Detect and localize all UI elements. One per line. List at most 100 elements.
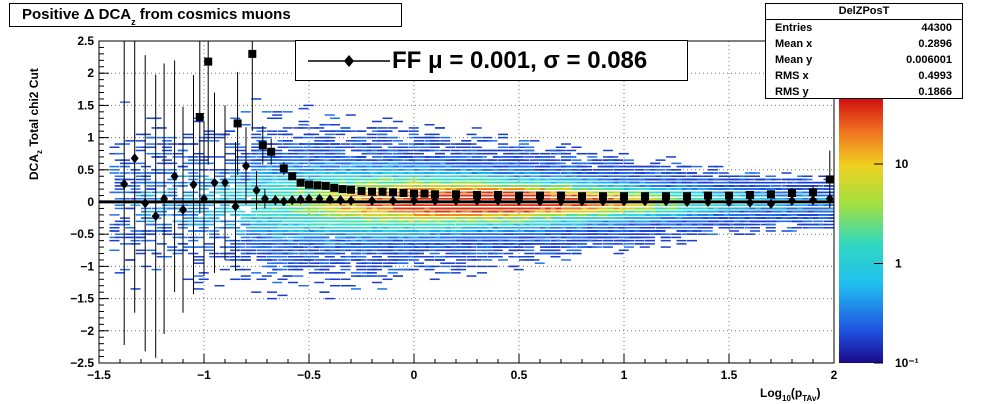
heatmap-cell bbox=[240, 217, 251, 219]
heatmap-cell bbox=[414, 243, 424, 245]
heatmap-cell bbox=[414, 255, 424, 258]
heatmap-cell bbox=[361, 239, 372, 242]
heatmap-cell bbox=[146, 181, 157, 184]
heatmap-cell bbox=[440, 140, 451, 142]
heatmap-cell bbox=[109, 214, 120, 216]
heatmap-cell bbox=[435, 217, 445, 219]
heatmap-cell bbox=[246, 165, 256, 168]
heatmap-cell bbox=[256, 210, 267, 213]
heatmap-cell bbox=[261, 175, 272, 177]
heatmap-cell bbox=[366, 252, 377, 255]
heatmap-cell bbox=[282, 265, 293, 268]
heatmap-cell bbox=[204, 249, 214, 252]
heatmap-cell bbox=[135, 230, 146, 232]
heatmap-cell bbox=[372, 120, 382, 123]
heatmap-cell bbox=[156, 223, 167, 226]
heatmap-cell bbox=[398, 220, 409, 223]
heatmap-cell bbox=[261, 214, 272, 216]
heatmap-cell bbox=[167, 172, 178, 174]
heatmap-cell bbox=[120, 101, 130, 103]
heatmap-cell bbox=[135, 249, 146, 252]
heatmap-cell bbox=[377, 259, 388, 261]
heatmap-cell bbox=[382, 223, 393, 226]
heatmap-cell bbox=[261, 223, 272, 226]
heatmap-cell bbox=[345, 130, 356, 132]
heatmap-cell bbox=[240, 255, 251, 258]
heatmap-cell bbox=[114, 272, 125, 274]
heatmap-cell bbox=[146, 172, 157, 174]
heatmap-cell bbox=[282, 210, 293, 213]
heatmap-cell bbox=[393, 255, 403, 258]
heatmap-cell bbox=[361, 223, 372, 226]
heatmap-cell bbox=[303, 207, 314, 210]
heatmap-cell bbox=[324, 178, 335, 181]
heatmap-cell bbox=[298, 204, 309, 206]
heatmap-cell bbox=[393, 204, 403, 206]
heatmap-cell bbox=[288, 223, 298, 226]
heatmap-cell bbox=[366, 243, 377, 245]
heatmap-cell bbox=[429, 175, 440, 177]
heatmap-cell bbox=[303, 227, 314, 229]
heatmap-cell bbox=[424, 214, 435, 216]
heatmap-cell bbox=[319, 198, 330, 200]
heatmap-cell bbox=[214, 156, 225, 158]
heatmap-cell bbox=[356, 265, 367, 268]
heatmap-cell bbox=[408, 172, 419, 174]
heatmap-cell bbox=[288, 265, 298, 268]
heatmap-cell bbox=[351, 175, 361, 177]
heatmap-cell bbox=[330, 152, 340, 155]
heatmap-cell bbox=[261, 149, 272, 152]
heatmap-cell bbox=[377, 152, 388, 155]
heatmap-cell bbox=[130, 185, 141, 187]
heatmap-cell bbox=[340, 194, 351, 197]
heatmap-cell bbox=[267, 117, 277, 120]
heatmap-cell bbox=[293, 172, 304, 174]
heatmap-cell bbox=[193, 175, 204, 177]
heatmap-cell bbox=[240, 259, 251, 261]
heatmap-cell bbox=[214, 133, 225, 136]
heatmap-cell bbox=[293, 233, 304, 235]
heatmap-cell bbox=[125, 178, 136, 181]
heatmap-cell bbox=[387, 146, 398, 149]
heatmap-cell bbox=[193, 162, 204, 165]
heatmap-cell bbox=[135, 133, 146, 136]
heatmap-cell bbox=[424, 210, 435, 213]
heatmap-cell bbox=[356, 143, 367, 145]
heatmap-cell bbox=[435, 233, 445, 235]
heatmap-cell bbox=[162, 223, 172, 226]
heatmap-cell bbox=[214, 175, 225, 177]
heatmap-cell bbox=[424, 123, 435, 126]
heatmap-cell bbox=[251, 165, 262, 168]
heatmap-cell bbox=[298, 233, 309, 235]
heatmap-cell bbox=[246, 194, 256, 197]
heatmap-cell bbox=[398, 152, 409, 155]
heatmap-cell bbox=[356, 165, 367, 168]
heatmap-cell bbox=[351, 140, 361, 142]
heatmap-cell bbox=[330, 217, 340, 219]
heatmap-cell bbox=[309, 220, 319, 223]
heatmap-cell bbox=[146, 210, 157, 213]
heatmap-cell bbox=[298, 236, 309, 239]
heatmap-cell bbox=[135, 178, 146, 181]
heatmap-cell bbox=[324, 159, 335, 161]
heatmap-cell bbox=[377, 288, 388, 290]
heatmap-cell bbox=[393, 207, 403, 210]
heatmap-cell bbox=[335, 149, 346, 152]
heatmap-cell bbox=[361, 175, 372, 177]
heatmap-cell bbox=[382, 262, 393, 264]
heatmap-cell bbox=[256, 255, 267, 258]
heatmap-cell bbox=[109, 230, 120, 232]
heatmap-cell bbox=[372, 172, 382, 174]
heatmap-cell bbox=[435, 255, 445, 258]
heatmap-cell bbox=[272, 165, 283, 168]
heatmap-cell bbox=[335, 239, 346, 242]
heatmap-cell bbox=[146, 220, 157, 223]
heatmap-cell bbox=[272, 236, 283, 239]
heatmap-cell bbox=[393, 259, 403, 261]
heatmap-cell bbox=[114, 204, 125, 206]
heatmap-cell bbox=[151, 230, 162, 232]
heatmap-cell bbox=[351, 172, 361, 174]
heatmap-cell bbox=[340, 262, 351, 264]
heatmap-cell bbox=[335, 207, 346, 210]
heatmap-cell bbox=[114, 175, 125, 177]
